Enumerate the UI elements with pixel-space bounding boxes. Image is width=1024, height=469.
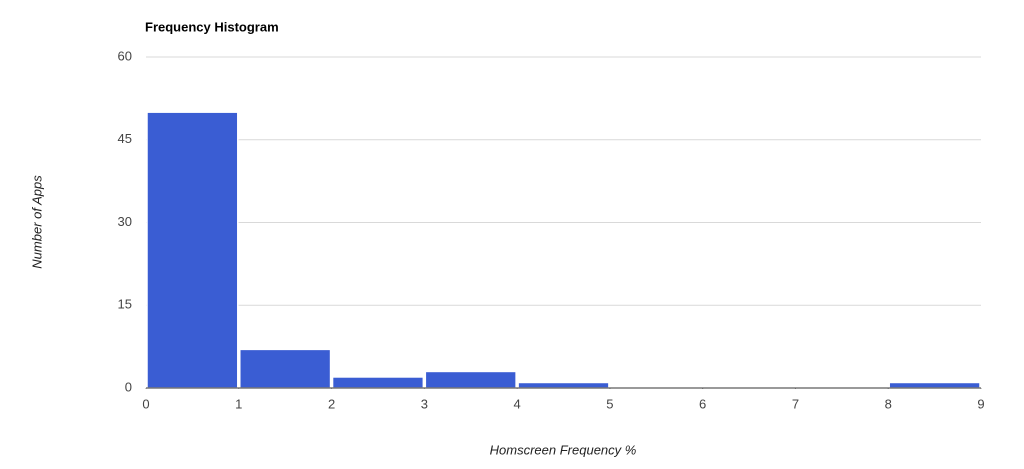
y-tick-label: 60: [118, 48, 132, 63]
x-tick-label: 0: [142, 396, 149, 411]
y-tick-label: 45: [118, 131, 132, 146]
x-tick-label: 9: [977, 396, 984, 411]
bar: [146, 111, 239, 389]
x-tick-label: 3: [421, 396, 428, 411]
y-tick-label: 30: [118, 214, 132, 229]
x-tick-label: 6: [699, 396, 706, 411]
y-axis-title: Number of Apps: [29, 175, 44, 269]
x-axis-title: Homscreen Frequency %: [490, 442, 637, 457]
bar: [517, 381, 610, 389]
x-tick-label: 8: [885, 396, 892, 411]
x-tick-label: 5: [606, 396, 613, 411]
bar: [888, 381, 981, 389]
bar: [331, 376, 425, 389]
x-tick-label: 7: [792, 396, 799, 411]
bar: [239, 348, 332, 389]
chart-title: Frequency Histogram: [145, 19, 279, 34]
x-tick-label: 1: [235, 396, 242, 411]
x-tick-label: 2: [328, 396, 335, 411]
y-tick-label: 0: [125, 379, 132, 394]
x-tick-label: 4: [513, 396, 520, 411]
y-tick-label: 15: [118, 297, 132, 312]
bar: [424, 370, 517, 389]
